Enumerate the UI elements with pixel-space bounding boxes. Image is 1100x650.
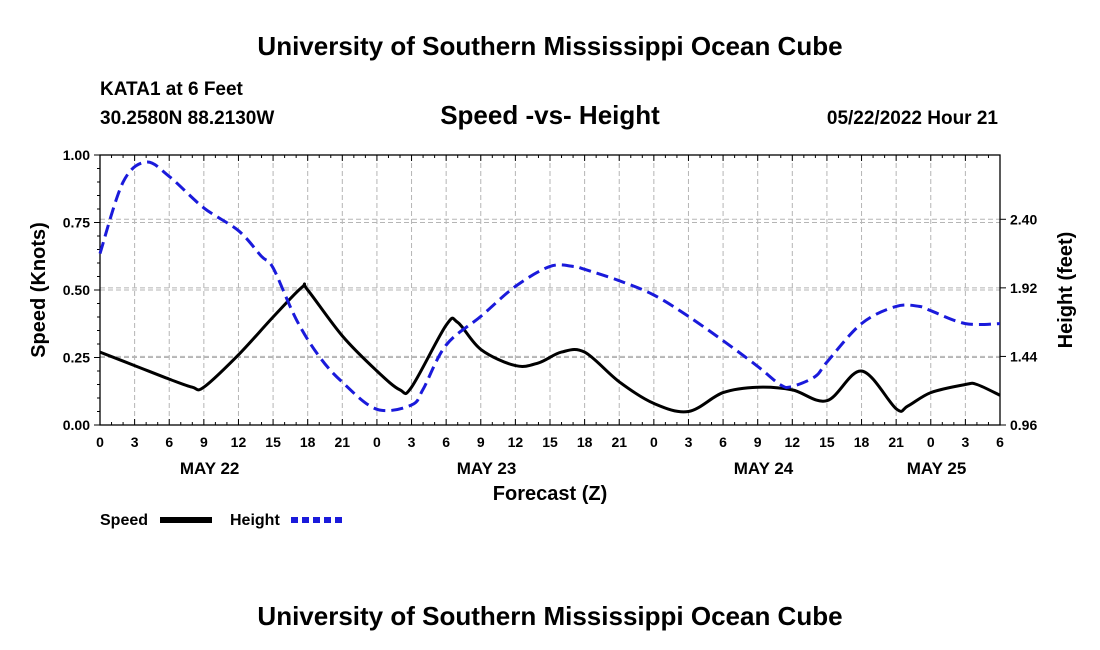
legend: Speed Height (100, 512, 343, 529)
x-axis-label: Forecast (Z) (493, 483, 607, 505)
x-tick-label: 15 (819, 434, 835, 450)
day-label: MAY 23 (457, 459, 517, 478)
day-label: MAY 25 (907, 459, 967, 478)
chart-title: Speed -vs- Height (440, 100, 660, 130)
y2-tick-label: 2.40 (1010, 211, 1037, 227)
page-title: University of Southern Mississippi Ocean… (257, 31, 842, 61)
x-tick-label: 12 (785, 434, 801, 450)
y2-tick-label: 1.92 (1010, 280, 1037, 296)
axis-ticks: 0 3 6 9 12 15 18 21 0 3 6 9 12 15 18 21 0 3 6 9 12 15 18 21 0 3 60… (63, 147, 1038, 478)
x-tick-label: 21 (611, 434, 627, 450)
x-tick-label: 6 (442, 434, 450, 450)
x-tick-label: 0 (96, 434, 104, 450)
x-tick-label: 15 (542, 434, 558, 450)
x-tick-label: 6 (996, 434, 1004, 450)
y-tick-label: 0.75 (63, 215, 90, 231)
y-tick-label: 1.00 (63, 147, 90, 163)
speed-series-line (99, 282, 1001, 414)
day-label: MAY 24 (734, 459, 794, 478)
x-tick-label: 15 (265, 434, 281, 450)
x-tick-label: 9 (200, 434, 208, 450)
y2-tick-label: 0.96 (1010, 417, 1037, 433)
x-tick-label: 18 (577, 434, 593, 450)
x-tick-label: 0 (650, 434, 658, 450)
y2-axis-label: Height (feet) (1055, 232, 1077, 349)
y-tick-label: 0.50 (63, 282, 90, 298)
x-tick-label: 6 (719, 434, 727, 450)
y2-tick-label: 1.44 (1010, 348, 1037, 364)
x-tick-label: 3 (408, 434, 416, 450)
footer-title: University of Southern Mississippi Ocean… (257, 601, 842, 631)
x-tick-label: 9 (754, 434, 762, 450)
day-label: MAY 22 (180, 459, 240, 478)
x-tick-label: 3 (685, 434, 693, 450)
x-tick-label: 18 (854, 434, 870, 450)
x-tick-label: 21 (888, 434, 904, 450)
x-tick-label: 12 (231, 434, 247, 450)
x-tick-label: 0 (373, 434, 381, 450)
x-tick-label: 18 (300, 434, 316, 450)
forecast-date: 05/22/2022 Hour 21 (827, 108, 999, 129)
x-tick-label: 12 (508, 434, 524, 450)
y-tick-label: 0.25 (63, 350, 90, 366)
coordinates-label: 30.2580N 88.2130W (100, 108, 274, 129)
legend-height-label: Height (230, 512, 280, 529)
series-group (98, 160, 1001, 414)
x-tick-label: 3 (961, 434, 969, 450)
height-series-line (98, 160, 1001, 413)
y-axis-label: Speed (Knots) (28, 222, 50, 358)
grid (100, 155, 1000, 425)
x-tick-label: 3 (131, 434, 139, 450)
x-tick-label: 21 (335, 434, 351, 450)
x-tick-label: 0 (927, 434, 935, 450)
x-tick-label: 6 (165, 434, 173, 450)
legend-speed-label: Speed (100, 512, 148, 529)
x-tick-label: 9 (477, 434, 485, 450)
station-label: KATA1 at 6 Feet (100, 79, 244, 100)
y-tick-label: 0.00 (63, 417, 90, 433)
